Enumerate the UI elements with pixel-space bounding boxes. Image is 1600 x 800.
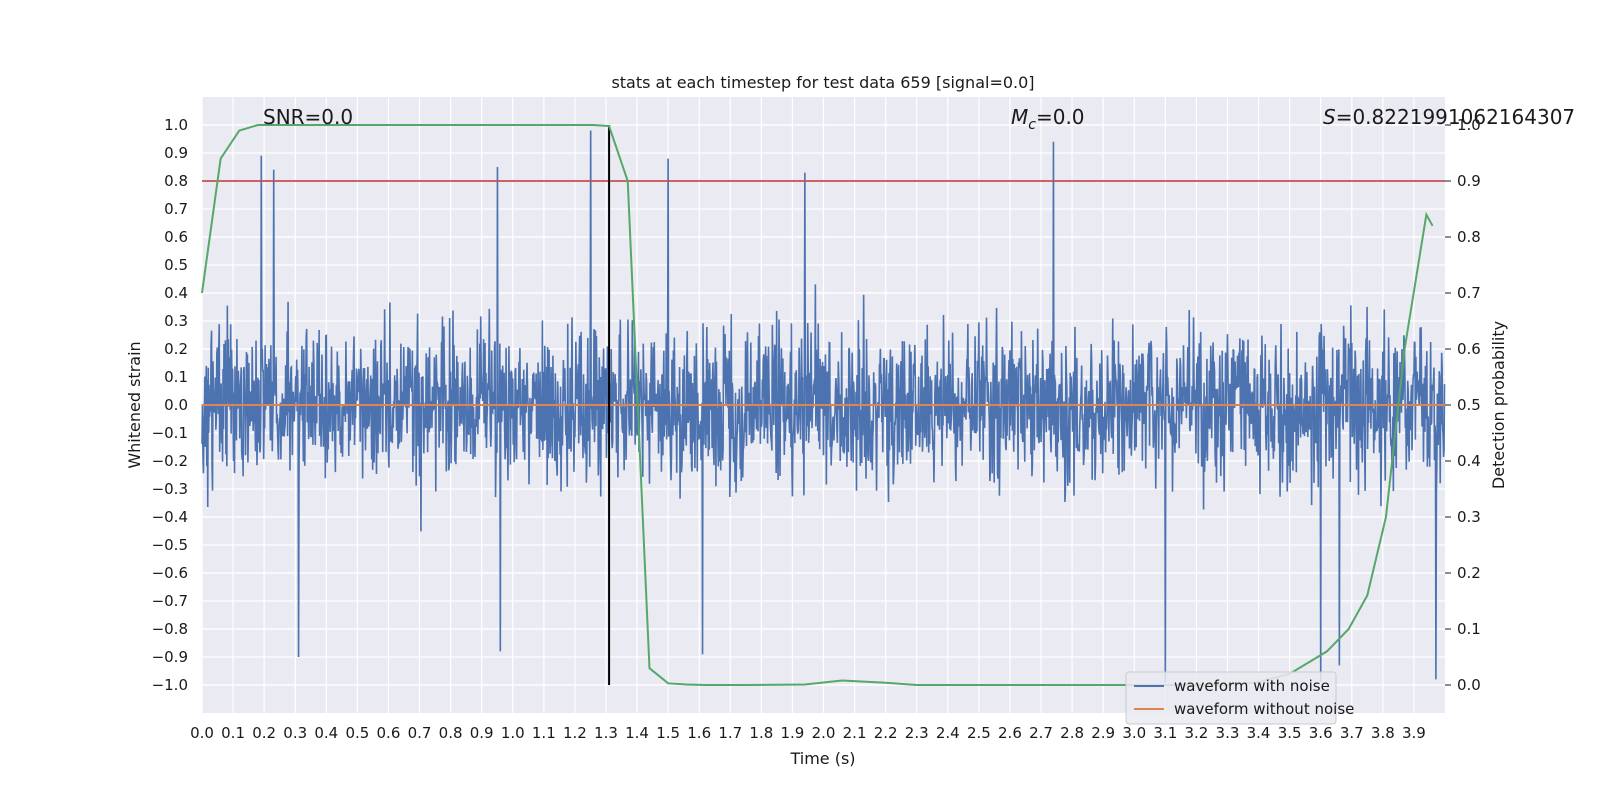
- chart-title: stats at each timestep for test data 659…: [611, 73, 1034, 92]
- chirp-mass-symbol: M: [1011, 105, 1028, 129]
- x-tick-label: 0.9: [470, 724, 494, 742]
- x-tick-label: 3.2: [1184, 724, 1208, 742]
- probability-path: [201, 124, 1434, 686]
- x-tick-label: 3.7: [1340, 724, 1364, 742]
- y-left-tick-label: 0.0: [164, 396, 188, 414]
- x-tick-label: 0.2: [252, 724, 276, 742]
- y-left-tick-label: 0.8: [164, 172, 188, 190]
- y-right-axis-label: Detection probability: [1489, 321, 1508, 489]
- y-right-tick-label: 0.9: [1457, 172, 1481, 190]
- y-left-tick-label: 0.1: [164, 368, 188, 386]
- y-left-tick-label: −0.6: [152, 564, 188, 582]
- snr-annotation: SNR=0.0: [263, 105, 353, 129]
- y-left-axis-ticks: −1.0 −0.9 −0.8 −0.7 −0.6 −0.5 −0.4 −0.3 −0.2 −0.1…: [152, 116, 188, 694]
- x-tick-label: 3.8: [1371, 724, 1395, 742]
- x-tick-label: 2.5: [967, 724, 991, 742]
- x-tick-label: 3.9: [1402, 724, 1426, 742]
- x-tick-label: 2.2: [874, 724, 898, 742]
- y-right-tick-label: 0.1: [1457, 620, 1481, 638]
- y-left-tick-label: 0.7: [164, 200, 188, 218]
- legend-label-with-noise: waveform with noise: [1174, 677, 1330, 695]
- x-tick-label: 0.5: [345, 724, 369, 742]
- x-tick-label: 0.1: [221, 724, 245, 742]
- x-axis-label: Time (s): [789, 749, 855, 768]
- x-tick-label: 0.4: [314, 724, 338, 742]
- x-tick-label: 1.8: [749, 724, 773, 742]
- chirp-mass-value: =0.0: [1036, 105, 1085, 129]
- chirp-mass-annotation: Mc=0.0: [1011, 105, 1085, 133]
- x-tick-label: 0.6: [377, 724, 401, 742]
- y-left-tick-label: 0.4: [164, 284, 188, 302]
- x-tick-label: 1.1: [532, 724, 556, 742]
- y-left-tick-label: −0.1: [152, 424, 188, 442]
- x-tick-label: 2.6: [998, 724, 1022, 742]
- legend: waveform with noise waveform without noi…: [1125, 671, 1354, 725]
- legend-label-without-noise: waveform without noise: [1174, 700, 1354, 718]
- x-tick-label: 0.0: [190, 724, 214, 742]
- s-value: =0.8221991062164307: [1336, 105, 1575, 129]
- x-tick-label: 2.7: [1029, 724, 1053, 742]
- y-left-tick-label: −0.2: [152, 452, 188, 470]
- y-left-tick-label: 0.6: [164, 228, 188, 246]
- chirp-mass-subscript: c: [1028, 117, 1036, 133]
- x-tick-label: 2.1: [843, 724, 867, 742]
- y-right-tick-label: 0.7: [1457, 284, 1481, 302]
- y-right-tick-label: 0.4: [1457, 452, 1481, 470]
- x-tick-label: 2.0: [812, 724, 836, 742]
- waveform-with-noise-line: [201, 130, 1446, 683]
- y-right-tick-label: 0.5: [1457, 396, 1481, 414]
- y-left-tick-label: −0.3: [152, 480, 188, 498]
- x-tick-label: 2.4: [936, 724, 960, 742]
- detection-probability-line: [201, 124, 1434, 686]
- x-tick-label: 1.0: [501, 724, 525, 742]
- x-tick-label: 3.1: [1153, 724, 1177, 742]
- y-left-tick-label: −0.9: [152, 648, 188, 666]
- x-tick-label: 3.6: [1309, 724, 1333, 742]
- legend-box: [1125, 671, 1337, 725]
- s-symbol: S: [1323, 105, 1336, 129]
- y-right-tick-label: 0.3: [1457, 508, 1481, 526]
- x-tick-label: 1.7: [718, 724, 742, 742]
- y-left-tick-label: −0.7: [152, 592, 188, 610]
- y-right-tick-label: 1.0: [1457, 116, 1481, 134]
- x-tick-label: 1.6: [687, 724, 711, 742]
- y-left-axis-label: Whitened strain: [125, 341, 144, 468]
- y-right-tick-label: 0.8: [1457, 228, 1481, 246]
- s-annotation: S=0.8221991062164307: [1323, 105, 1575, 129]
- x-tick-label: 0.3: [283, 724, 307, 742]
- y-right-tick-label: 0.2: [1457, 564, 1481, 582]
- x-tick-label: 0.7: [408, 724, 432, 742]
- y-left-tick-label: 0.9: [164, 144, 188, 162]
- x-tick-label: 3.0: [1122, 724, 1146, 742]
- y-right-axis-ticks: 0.0 0.1 0.2 0.3 0.4 0.5 0.6 0.7 0.8 0.9 1.0: [1445, 116, 1481, 694]
- y-left-tick-label: −0.8: [152, 620, 188, 638]
- x-tick-label: 1.4: [625, 724, 649, 742]
- x-tick-label: 0.8: [439, 724, 463, 742]
- y-left-tick-label: 0.3: [164, 312, 188, 330]
- y-left-tick-label: 0.5: [164, 256, 188, 274]
- x-tick-label: 2.9: [1091, 724, 1115, 742]
- x-tick-label: 2.8: [1060, 724, 1084, 742]
- y-right-tick-label: 0.0: [1457, 676, 1481, 694]
- x-tick-label: 1.3: [594, 724, 618, 742]
- x-tick-label: 1.9: [780, 724, 804, 742]
- x-tick-label: 1.5: [656, 724, 680, 742]
- x-tick-label: 3.5: [1278, 724, 1302, 742]
- y-right-tick-label: 0.6: [1457, 340, 1481, 358]
- y-left-tick-label: −1.0: [152, 676, 188, 694]
- y-left-tick-label: 1.0: [164, 116, 188, 134]
- x-tick-label: 1.2: [563, 724, 587, 742]
- x-axis-ticks: 0.0 0.1 0.2 0.3 0.4 0.5 0.6 0.7 0.8 0.9 1.0 1.1 1.2 1…: [190, 724, 1426, 742]
- y-left-tick-label: 0.2: [164, 340, 188, 358]
- y-left-tick-label: −0.5: [152, 536, 188, 554]
- noise-waveform-path: [201, 130, 1446, 683]
- x-tick-label: 3.4: [1247, 724, 1271, 742]
- y-left-tick-label: −0.4: [152, 508, 188, 526]
- x-tick-label: 2.3: [905, 724, 929, 742]
- x-tick-label: 3.3: [1216, 724, 1240, 742]
